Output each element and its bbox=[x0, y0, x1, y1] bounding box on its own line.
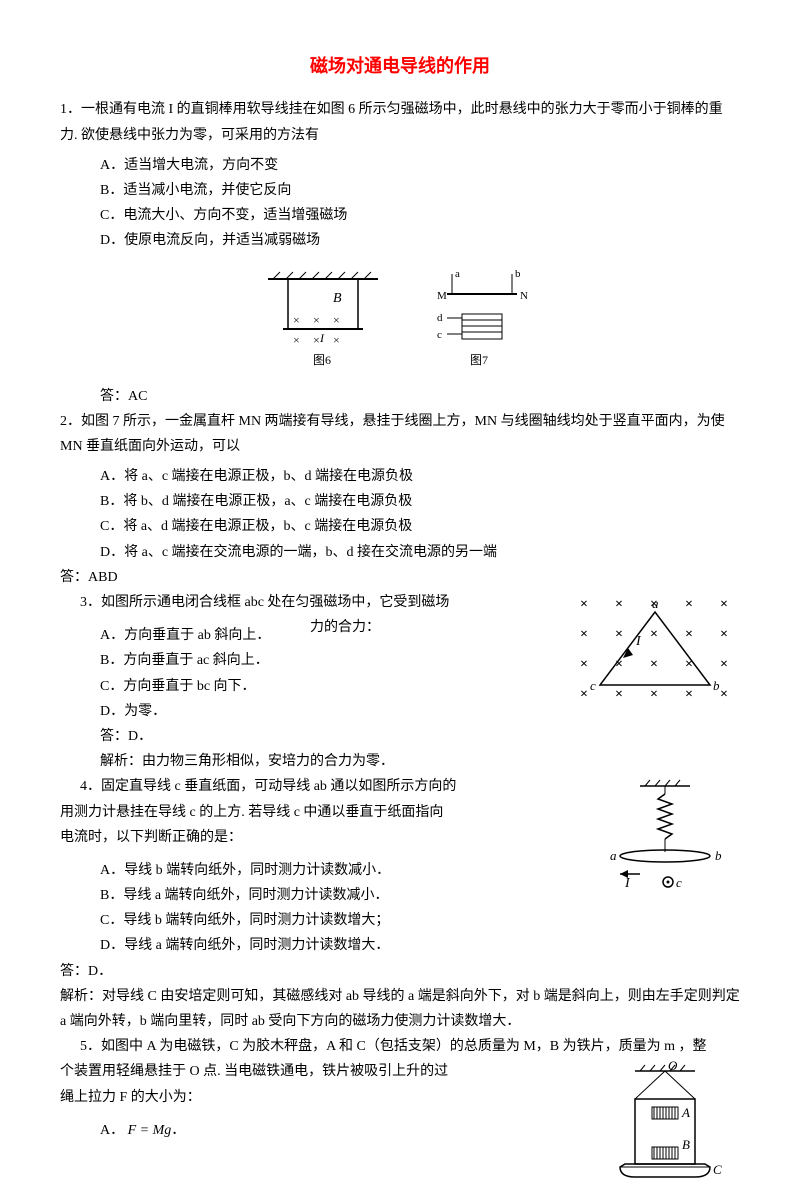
svg-text:×: × bbox=[685, 597, 693, 612]
svg-text:b: b bbox=[715, 848, 722, 863]
q2-optB: B．将 b、d 端接在电源正极，a、c 端接在电源负极 bbox=[60, 489, 740, 514]
q3-analysis: 解析：由力物三角形相似，安培力的合力为零． bbox=[60, 749, 740, 774]
svg-text:×: × bbox=[580, 627, 588, 642]
svg-text:×: × bbox=[580, 597, 588, 612]
q1-answer: 答：AC bbox=[60, 384, 740, 409]
svg-text:×: × bbox=[650, 657, 658, 672]
svg-text:×: × bbox=[293, 333, 300, 347]
figure-q5: O A B C bbox=[590, 1059, 740, 1189]
figure-7: a b M N d c 图7 bbox=[422, 264, 542, 374]
svg-text:×: × bbox=[685, 687, 693, 702]
svg-text:O: O bbox=[668, 1059, 678, 1073]
svg-text:×: × bbox=[333, 333, 340, 347]
svg-text:×: × bbox=[615, 687, 623, 702]
svg-text:×: × bbox=[293, 313, 300, 327]
svg-text:C: C bbox=[713, 1162, 722, 1177]
svg-text:B: B bbox=[682, 1137, 690, 1152]
svg-text:a: a bbox=[455, 268, 460, 280]
svg-text:N: N bbox=[520, 290, 528, 302]
figure-q4: a b I c bbox=[590, 774, 740, 924]
figure-row: B × × × × × × I 图6 a b M N d c 图7 bbox=[60, 264, 740, 374]
svg-text:×: × bbox=[615, 627, 623, 642]
svg-text:×: × bbox=[580, 687, 588, 702]
q2-optD: D．将 a、c 端接在交流电源的一端，b、d 接在交流电源的另一端 bbox=[60, 540, 740, 565]
svg-text:×: × bbox=[313, 333, 320, 347]
q4-answer: 答：D． bbox=[60, 959, 740, 984]
svg-text:b: b bbox=[713, 678, 720, 693]
svg-text:×: × bbox=[685, 657, 693, 672]
svg-text:×: × bbox=[720, 687, 728, 702]
q1-stem: 1．一根通有电流 I 的直铜棒用软导线挂在如图 6 所示匀强磁场中，此时悬线中的… bbox=[60, 97, 740, 147]
svg-text:×: × bbox=[650, 687, 658, 702]
svg-text:×: × bbox=[333, 313, 340, 327]
q2-optA: A．将 a、c 端接在电源正极，b、d 端接在电源负极 bbox=[60, 464, 740, 489]
q2-answer: 答：ABD bbox=[60, 565, 740, 590]
svg-text:×: × bbox=[720, 657, 728, 672]
figure-6: B × × × × × × I 图6 bbox=[258, 264, 388, 374]
q2-optC: C．将 a、d 端接在电源正极，b、c 端接在电源负极 bbox=[60, 514, 740, 539]
svg-text:c: c bbox=[590, 678, 596, 693]
svg-text:×: × bbox=[313, 313, 320, 327]
q1-optA: A．适当增大电流，方向不变 bbox=[60, 153, 740, 178]
svg-text:×: × bbox=[720, 597, 728, 612]
svg-text:I: I bbox=[624, 876, 631, 891]
svg-text:A: A bbox=[681, 1105, 690, 1120]
svg-text:c: c bbox=[676, 875, 682, 890]
svg-text:a: a bbox=[652, 596, 659, 611]
svg-text:×: × bbox=[580, 657, 588, 672]
svg-text:图7: 图7 bbox=[470, 353, 488, 367]
q1-optC: C．电流大小、方向不变，适当增强磁场 bbox=[60, 203, 740, 228]
q2-stem: 2．如图 7 所示，一金属直杆 MN 两端接有导线，悬挂于线圈上方，MN 与线圈… bbox=[60, 409, 740, 459]
svg-text:b: b bbox=[515, 268, 521, 280]
svg-text:×: × bbox=[615, 597, 623, 612]
svg-text:a: a bbox=[610, 848, 617, 863]
q4-optD: D．导线 a 端转向纸外，同时测力计读数增大． bbox=[60, 933, 740, 958]
q1-optB: B．适当减小电流，并使它反向 bbox=[60, 178, 740, 203]
q3-answer: 答：D． bbox=[60, 724, 740, 749]
svg-text:d: d bbox=[437, 312, 443, 324]
svg-text:I: I bbox=[319, 331, 325, 345]
svg-text:×: × bbox=[720, 627, 728, 642]
svg-text:×: × bbox=[685, 627, 693, 642]
svg-text:M: M bbox=[437, 290, 447, 302]
q5-stem1: 5．如图中 A 为电磁铁，C 为胶木秤盘，A 和 C（包括支架）的总质量为 M，… bbox=[60, 1034, 740, 1059]
svg-text:B: B bbox=[333, 291, 342, 306]
svg-text:图6: 图6 bbox=[313, 353, 331, 367]
svg-text:I: I bbox=[635, 634, 642, 649]
q1-optD: D．使原电流反向，并适当减弱磁场 bbox=[60, 228, 740, 253]
q4-analysis: 解析：对导线 C 由安培定则可知，其磁感线对 ab 导线的 a 端是斜向外下，对… bbox=[60, 984, 740, 1034]
figure-q3: ××××× ××××× ××××× ××××× a c b I bbox=[570, 590, 740, 720]
svg-text:c: c bbox=[437, 329, 442, 341]
page-title: 磁场对通电导线的作用 bbox=[60, 50, 740, 82]
svg-text:×: × bbox=[650, 627, 658, 642]
